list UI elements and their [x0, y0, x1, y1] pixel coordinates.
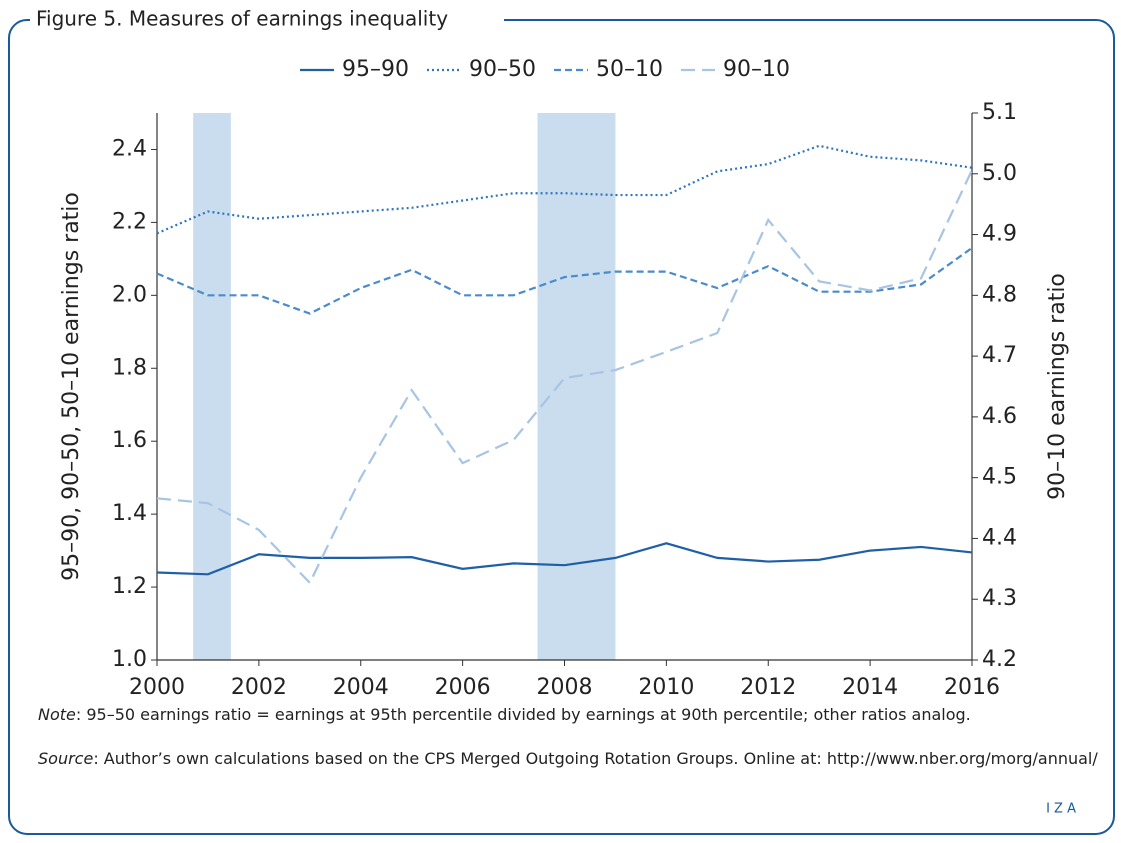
title-bg	[30, 6, 504, 34]
y2-tick-label: 4.3	[982, 586, 1017, 611]
chart-title: Figure 5. Measures of earnings inequalit…	[36, 7, 448, 31]
y-tick-label: 1.0	[112, 647, 147, 672]
source: Source: Author’s own calculations based …	[38, 746, 1098, 771]
y2-tick-label: 5.0	[982, 161, 1017, 186]
y2-axis-label: 90–10 earnings ratio	[1045, 273, 1070, 500]
y2-tick-label: 4.7	[982, 343, 1017, 368]
y2-tick-label: 5.1	[982, 100, 1017, 125]
x-tick-label: 2002	[231, 675, 287, 700]
x-tick-label: 2012	[740, 675, 796, 700]
y-tick-label: 1.4	[112, 501, 147, 526]
legend-label: 50–10	[596, 57, 663, 82]
series-line	[156, 169, 973, 585]
recession-band	[193, 113, 231, 660]
y-tick-label: 2.2	[112, 209, 147, 234]
y2-tick-label: 4.2	[982, 647, 1017, 672]
note-label: Note	[38, 705, 76, 724]
series-line	[156, 542, 973, 576]
legend-label: 90–50	[469, 57, 536, 82]
y-tick-label: 1.6	[112, 428, 147, 453]
note: Note: 95–50 earnings ratio = earnings at…	[38, 702, 1098, 727]
series-line	[156, 247, 973, 315]
y-tick-label: 1.2	[112, 574, 147, 599]
x-tick-label: 2016	[944, 675, 1000, 700]
y-tick-label: 2.4	[112, 136, 147, 161]
x-tick-label: 2010	[638, 675, 694, 700]
y2-tick-label: 4.5	[982, 465, 1017, 490]
y-tick-label: 2.0	[112, 282, 147, 307]
source-label: Source	[38, 749, 94, 768]
legend-label: 90–10	[723, 57, 790, 82]
y2-tick-label: 4.8	[982, 282, 1017, 307]
legend-label: 95–90	[342, 57, 409, 82]
x-tick-label: 2006	[435, 675, 491, 700]
x-tick-label: 2004	[333, 675, 389, 700]
note-text: : 95–50 earnings ratio = earnings at 95t…	[75, 705, 971, 724]
logo: I Z A	[1046, 802, 1076, 817]
source-text: : Author’s own calculations based on the…	[93, 749, 1098, 768]
y2-tick-label: 4.6	[982, 404, 1017, 429]
frame	[8, 19, 1115, 835]
y-axis-label: 95–90, 90–50, 50–10 earnings ratio	[59, 192, 84, 581]
y-tick-label: 1.8	[112, 355, 147, 380]
x-tick-label: 2008	[537, 675, 593, 700]
y2-tick-label: 4.9	[982, 222, 1017, 247]
recession-band	[537, 113, 616, 660]
y2-tick-label: 4.4	[982, 525, 1017, 550]
x-tick-label: 2014	[842, 675, 898, 700]
series-line	[156, 144, 973, 235]
x-tick-label: 2000	[129, 675, 185, 700]
